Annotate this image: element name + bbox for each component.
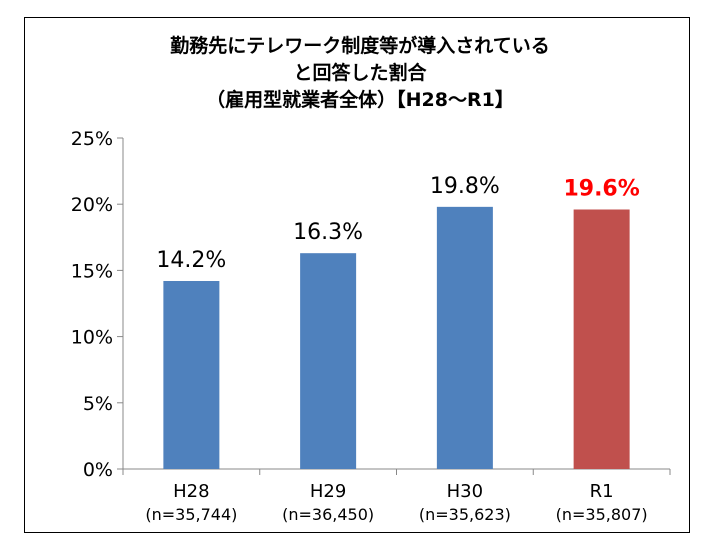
chart-frame bbox=[24, 17, 690, 533]
data-label: 16.3% bbox=[293, 220, 363, 245]
y-tick-label: 25% bbox=[71, 128, 113, 150]
x-category-label: H30 bbox=[447, 481, 483, 502]
bar-H28 bbox=[163, 280, 220, 469]
y-tick-label: 10% bbox=[71, 327, 113, 349]
x-category-label: H29 bbox=[310, 481, 346, 502]
y-tick-label: 5% bbox=[83, 393, 113, 415]
sample-size-label: (n=35,623) bbox=[419, 505, 511, 524]
chart-bars bbox=[163, 206, 630, 469]
x-category-label: R1 bbox=[590, 481, 614, 502]
chart-title-line-2: と回答した割合 bbox=[293, 61, 427, 84]
chart-title-line-3: （雇用型就業者全体）【H28～R1】 bbox=[206, 88, 514, 111]
bar-H30 bbox=[436, 206, 493, 469]
chart-labels: 14.2% H28 (n=35,744) 16.3% H29 (n=36,450) 19.8… bbox=[145, 174, 647, 524]
chart-axes: 0% 5% 10% 15% 20% 25% bbox=[71, 128, 671, 481]
data-label: 14.2% bbox=[156, 248, 226, 273]
y-tick-label: 0% bbox=[83, 459, 113, 481]
y-tick-label: 20% bbox=[71, 194, 113, 216]
bar-H29 bbox=[300, 253, 357, 469]
x-category-label: H28 bbox=[173, 481, 209, 502]
sample-size-label: (n=35,807) bbox=[556, 505, 648, 524]
data-label: 19.6% bbox=[563, 176, 639, 201]
data-label: 19.8% bbox=[430, 174, 500, 199]
bar-R1 bbox=[573, 209, 630, 469]
sample-size-label: (n=35,744) bbox=[145, 505, 237, 524]
y-tick-label: 15% bbox=[71, 260, 113, 282]
sample-size-label: (n=36,450) bbox=[282, 505, 374, 524]
chart-title-line-1: 勤務先にテレワーク制度等が導入されている bbox=[170, 34, 549, 57]
